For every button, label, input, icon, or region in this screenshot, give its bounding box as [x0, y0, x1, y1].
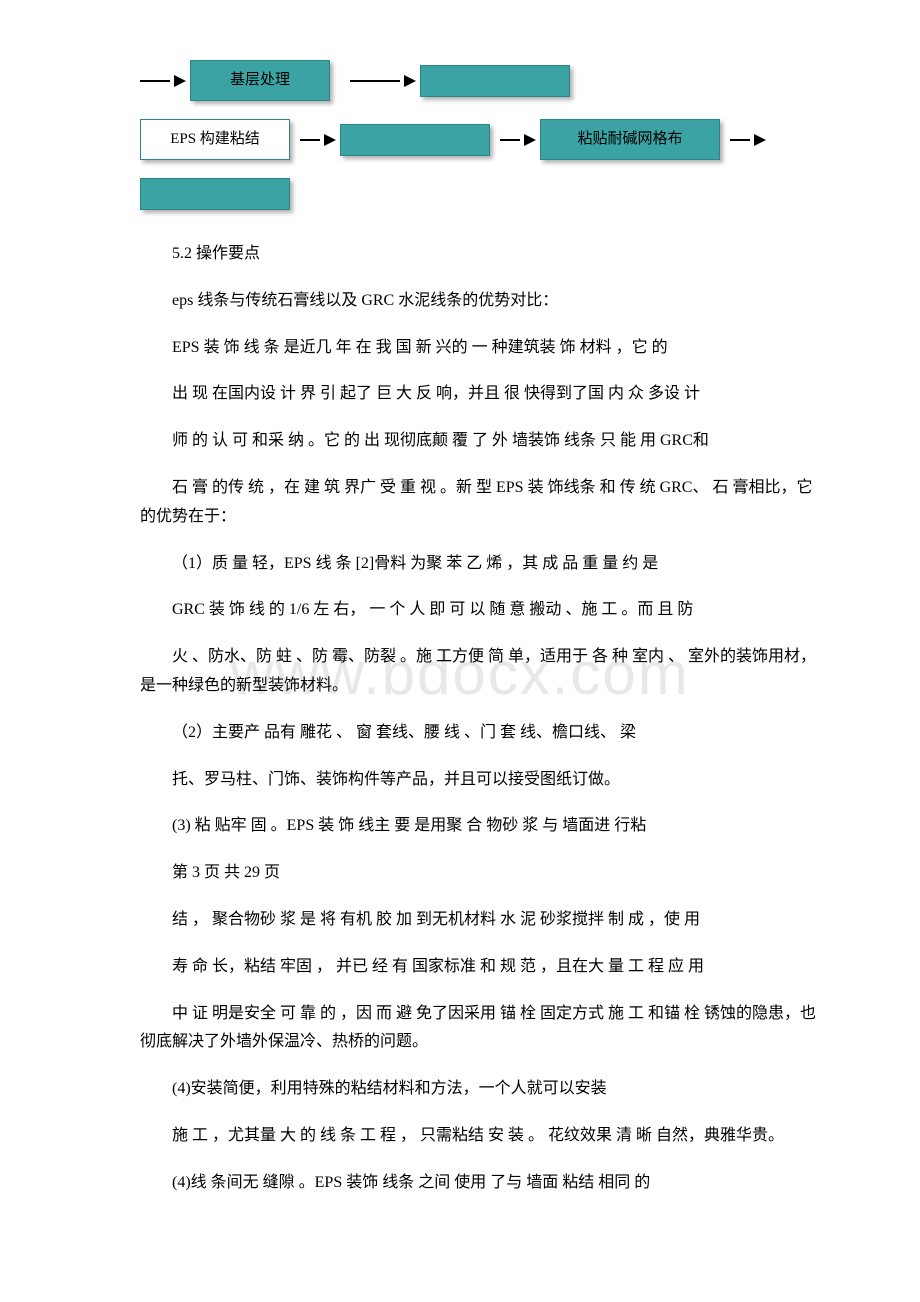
- paragraph: 结 ， 聚合物砂 浆 是 将 有机 胶 加 到无机材料 水 泥 砂浆搅拌 制 成…: [140, 906, 820, 935]
- arrow-right-icon: [754, 134, 766, 146]
- flowchart: 基层处理 EPS 构建粘结 粘贴耐碱网格布: [140, 60, 820, 210]
- arrow-right-icon: [524, 134, 536, 146]
- flow-row-3: [140, 178, 820, 210]
- document-body: 5.2 操作要点 eps 线条与传统石膏线以及 GRC 水泥线条的优势对比： E…: [140, 240, 820, 1198]
- paragraph: 施 工 ，尤其量 大 的 线 条 工 程 ， 只需粘结 安 装 。 花纹效果 清…: [140, 1122, 820, 1151]
- paragraph: EPS 装 饰 线 条 是近几 年 在 我 国 新 兴的 一 种建筑装 饰 材料…: [140, 334, 820, 363]
- paragraph: 托、罗马柱、门饰、装饰构件等产品，并且可以接受图纸订做。: [140, 766, 820, 795]
- arrow-right-icon: [174, 75, 186, 87]
- arrow-segment: [140, 75, 190, 87]
- arrow-segment: [500, 134, 540, 146]
- paragraph: （2）主要产 品有 雕花 、 窗 套线、腰 线 、门 套 线、檐口线、 梁: [140, 719, 820, 748]
- paragraph: (4)安装简便，利用特殊的粘结材料和方法，一个人就可以安装: [140, 1075, 820, 1104]
- arrow-line: [730, 139, 750, 141]
- flow-box-empty-1: [420, 65, 570, 97]
- flow-box-eps-bind: EPS 构建粘结: [140, 119, 290, 160]
- arrow-segment: [350, 75, 420, 87]
- arrow-line: [500, 139, 520, 141]
- arrow-segment: [730, 134, 770, 146]
- arrow-line: [350, 80, 400, 82]
- arrow-right-icon: [324, 134, 336, 146]
- arrow-segment: [300, 134, 340, 146]
- paragraph: 寿 命 长，粘结 牢固 ， 并已 经 有 国家标准 和 规 范 ，且在大 量 工…: [140, 953, 820, 982]
- paragraph: 中 证 明是安全 可 靠 的 ，因 而 避 免了因采用 锚 栓 固定方式 施 工…: [140, 1000, 820, 1058]
- flow-box-mesh: 粘贴耐碱网格布: [540, 119, 720, 160]
- arrow-line: [300, 139, 320, 141]
- section-heading: 5.2 操作要点: [140, 240, 820, 269]
- flow-row-2: EPS 构建粘结 粘贴耐碱网格布: [140, 119, 820, 160]
- paragraph: (4)线 条间无 缝隙 。EPS 装饰 线条 之间 使用 了与 墙面 粘结 相同…: [140, 1169, 820, 1198]
- flow-box-empty-2: [340, 124, 490, 156]
- arrow-line: [140, 80, 170, 82]
- paragraph: 石 膏 的传 统 ，在 建 筑 界广 受 重 视 。新 型 EPS 装 饰线条 …: [140, 474, 820, 532]
- paragraph: 师 的 认 可 和采 纳 。它 的 出 现彻底颠 覆 了 外 墙装饰 线条 只 …: [140, 427, 820, 456]
- paragraph: (3) 粘 贴牢 固 。EPS 装 饰 线主 要 是用聚 合 物砂 浆 与 墙面…: [140, 812, 820, 841]
- flow-box-base: 基层处理: [190, 60, 330, 101]
- page-number: 第 3 页 共 29 页: [140, 859, 820, 888]
- flow-row-1: 基层处理: [140, 60, 820, 101]
- paragraph: （1）质 量 轻，EPS 线 条 [2]骨料 为聚 苯 乙 烯 ，其 成 品 重…: [140, 550, 820, 579]
- arrow-right-icon: [404, 75, 416, 87]
- paragraph: GRC 装 饰 线 的 1/6 左 右， 一 个 人 即 可 以 随 意 搬动 …: [140, 596, 820, 625]
- paragraph: 出 现 在国内设 计 界 引 起了 巨 大 反 响，并且 很 快得到了国 内 众…: [140, 380, 820, 409]
- flow-box-empty-3: [140, 178, 290, 210]
- paragraph: 火 、防水、防 蛀 、防 霉、防裂 。施 工方便 简 单，适用于 各 种 室内 …: [140, 643, 820, 701]
- paragraph: eps 线条与传统石膏线以及 GRC 水泥线条的优势对比：: [140, 287, 820, 316]
